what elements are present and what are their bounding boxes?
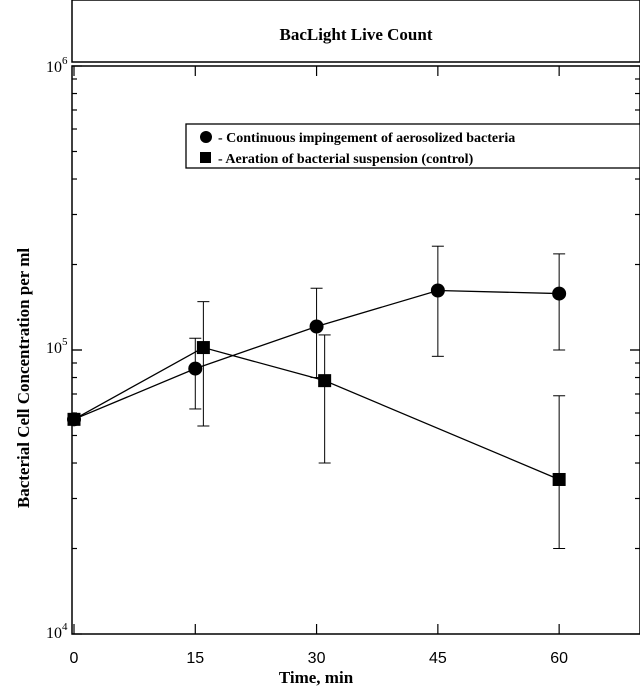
series-1-line — [73, 346, 560, 481]
legend: - Continuous impingement of aerosolized … — [185, 123, 640, 169]
series-1-point-1 — [196, 341, 210, 355]
series-layer — [67, 245, 567, 550]
x-tick-label-0: 0 — [70, 650, 79, 667]
x-tick-label-45: 45 — [429, 650, 447, 667]
y-tick-label-1e6: 106 — [46, 55, 68, 76]
x-tick-label-60: 60 — [550, 650, 568, 667]
series-0-point-4 — [552, 286, 567, 301]
series-0-point-1 — [188, 361, 203, 376]
series-1-point-0 — [67, 412, 81, 426]
series-1-point-2 — [318, 374, 332, 388]
x-tick-label-15: 15 — [186, 650, 204, 667]
title-box — [71, 0, 640, 63]
series-0-point-2 — [309, 319, 324, 334]
series-0-point-3 — [430, 283, 445, 298]
y-tick-label-1e4: 104 — [46, 621, 68, 642]
axis-ticks — [72, 65, 640, 635]
legend-label-continuous: - Continuous impingement of aerosolized … — [218, 131, 515, 146]
y-axis-label: Bacterial Cell Concentration per ml — [14, 248, 33, 509]
legend-label-control: - Aeration of bacterial suspension (cont… — [218, 152, 474, 167]
x-axis-label: Time, min — [279, 668, 354, 687]
series-1-point-3 — [552, 472, 566, 486]
chart-title: BacLight Live Count — [279, 25, 432, 44]
legend-square-marker — [200, 152, 211, 163]
legend-circle-marker — [200, 131, 212, 143]
legend-box — [185, 123, 640, 169]
x-tick-label-30: 30 — [308, 650, 326, 667]
x-tick-labels: 0 15 30 45 60 — [70, 650, 569, 667]
y-tick-label-1e5: 105 — [46, 336, 68, 357]
